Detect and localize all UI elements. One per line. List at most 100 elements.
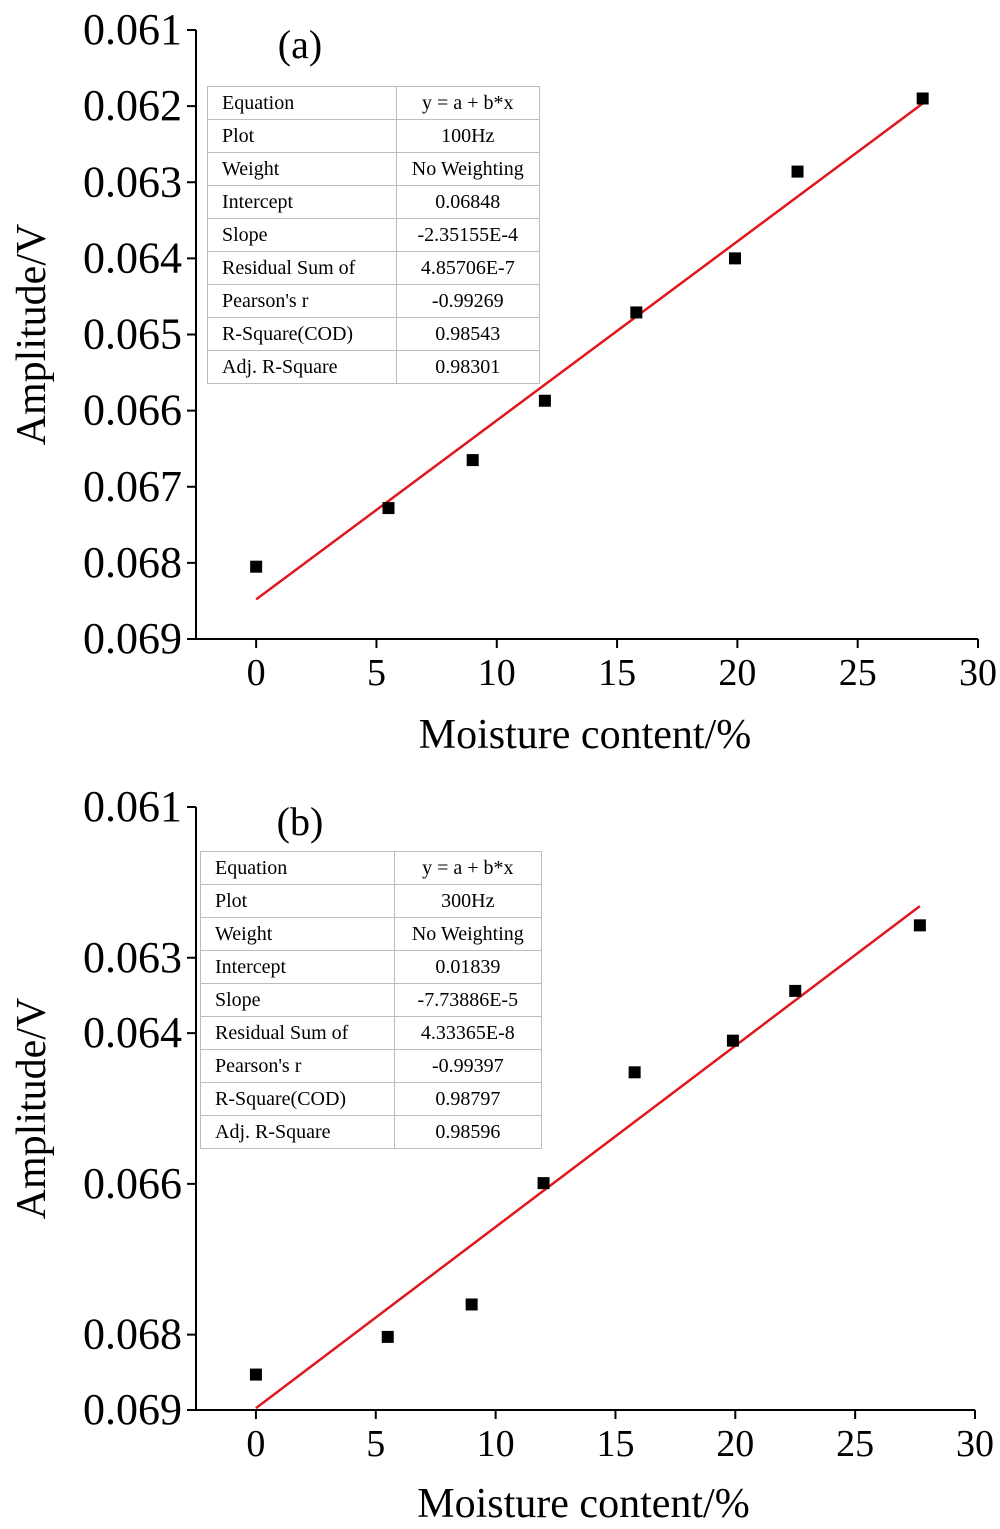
x-axis-label: Moisture content/% bbox=[417, 1481, 749, 1527]
chart-b-svg: 0 5 10 15 20 25 30 0.061 0.063 0.064 0.066 0.068 0.0… bbox=[9, 782, 994, 1527]
stats-value: -7.73886E-5 bbox=[393, 983, 543, 1017]
stats-key: Adj. R-Square bbox=[200, 1115, 395, 1149]
stats-key: R-Square(COD) bbox=[200, 1082, 395, 1116]
y-tick-label: 0.063 bbox=[83, 933, 182, 982]
fit-line bbox=[255, 905, 921, 1410]
stats-row: Weight No Weighting bbox=[207, 152, 541, 186]
x-tick-label: 5 bbox=[366, 1423, 385, 1465]
stats-value: 4.33365E-8 bbox=[393, 1016, 543, 1050]
chart-a-svg: 0 5 10 15 20 25 30 0.061 0.062 0.063 0.064 0.065 0.0… bbox=[9, 5, 997, 758]
stats-value: 0.06848 bbox=[395, 185, 541, 219]
y-axis-label: Amplitude/V bbox=[9, 998, 55, 1220]
stats-row: Residual Sum of 4.85706E-7 bbox=[207, 251, 541, 285]
stats-value: 4.85706E-7 bbox=[395, 251, 541, 285]
stats-value: -0.99397 bbox=[393, 1049, 543, 1083]
y-tick-label: 0.068 bbox=[83, 1310, 182, 1359]
y-tick-label: 0.069 bbox=[83, 614, 182, 663]
x-tick-label: 15 bbox=[596, 1423, 634, 1465]
y-tick-label: 0.064 bbox=[83, 1008, 182, 1057]
data-point bbox=[250, 560, 263, 573]
x-tick-label: 0 bbox=[247, 652, 266, 694]
stats-key: Slope bbox=[207, 218, 397, 252]
data-point bbox=[466, 454, 479, 467]
data-point bbox=[381, 1330, 394, 1343]
stats-key: Residual Sum of bbox=[200, 1016, 395, 1050]
x-tick-label: 30 bbox=[956, 1423, 994, 1465]
y-tick-label: 0.065 bbox=[83, 310, 182, 359]
data-point bbox=[791, 165, 804, 178]
x-tick-label: 15 bbox=[598, 652, 636, 694]
stats-key: Weight bbox=[207, 152, 397, 186]
stats-row: Weight No Weighting bbox=[200, 917, 543, 951]
y-tick-label: 0.068 bbox=[83, 538, 182, 587]
x-tick-label: 10 bbox=[478, 652, 516, 694]
stats-key: Pearson's r bbox=[200, 1049, 395, 1083]
stats-row: Slope -7.73886E-5 bbox=[200, 983, 543, 1017]
stats-row: Equation y = a + b*x bbox=[207, 86, 541, 120]
stats-row: R-Square(COD) 0.98797 bbox=[200, 1082, 543, 1116]
stats-row: R-Square(COD) 0.98543 bbox=[207, 317, 541, 351]
stats-value: 0.98301 bbox=[395, 350, 541, 384]
stats-value: 0.01839 bbox=[393, 950, 543, 984]
stats-value: 300Hz bbox=[393, 884, 543, 918]
stats-row: Pearson's r -0.99397 bbox=[200, 1049, 543, 1083]
data-point bbox=[728, 252, 741, 265]
stats-row: Adj. R-Square 0.98301 bbox=[207, 350, 541, 384]
y-tick-label: 0.066 bbox=[83, 1159, 182, 1208]
stats-key: Pearson's r bbox=[207, 284, 397, 318]
data-point bbox=[465, 1298, 478, 1311]
stats-value: -2.35155E-4 bbox=[395, 218, 541, 252]
data-point bbox=[537, 1177, 550, 1190]
stats-row: Equation y = a + b*x bbox=[200, 851, 543, 885]
y-tick-label: 0.061 bbox=[83, 782, 182, 831]
stats-row: Pearson's r -0.99269 bbox=[207, 284, 541, 318]
data-point bbox=[628, 1066, 641, 1079]
x-tick-label: 5 bbox=[367, 652, 386, 694]
stats-key: Plot bbox=[200, 884, 395, 918]
y-tick-label: 0.067 bbox=[83, 462, 182, 511]
stats-key: Residual Sum of bbox=[207, 251, 397, 285]
x-tick-label: 25 bbox=[836, 1423, 874, 1465]
y-tick-label: 0.066 bbox=[83, 386, 182, 435]
stats-row: Adj. R-Square 0.98596 bbox=[200, 1115, 543, 1149]
data-point bbox=[382, 502, 395, 515]
chart-panel-a: 0 5 10 15 20 25 30 0.061 0.062 0.063 0.064 0.065 0.0… bbox=[0, 0, 1000, 764]
y-tick-label: 0.064 bbox=[83, 233, 182, 282]
stats-key: Weight bbox=[200, 917, 395, 951]
stats-value: y = a + b*x bbox=[393, 851, 543, 885]
stats-value: 0.98543 bbox=[395, 317, 541, 351]
x-tick-label: 10 bbox=[477, 1423, 515, 1465]
stats-table-b: Equation y = a + b*x Plot 300Hz Weight No Wei… bbox=[200, 851, 543, 1149]
y-axis-label: Amplitude/V bbox=[9, 224, 55, 446]
x-tick-label: 0 bbox=[246, 1423, 265, 1465]
data-point bbox=[916, 92, 929, 105]
stats-key: R-Square(COD) bbox=[207, 317, 397, 351]
y-tick-label: 0.061 bbox=[83, 5, 182, 54]
stats-key: Plot bbox=[207, 119, 397, 153]
stats-key: Equation bbox=[207, 86, 397, 120]
y-tick-label: 0.063 bbox=[83, 157, 182, 206]
stats-row: Residual Sum of 4.33365E-8 bbox=[200, 1016, 543, 1050]
x-axis-label: Moisture content/% bbox=[419, 712, 751, 758]
stats-key: Slope bbox=[200, 983, 395, 1017]
stats-value: No Weighting bbox=[393, 917, 543, 951]
panel-label: (b) bbox=[277, 799, 324, 844]
data-point bbox=[538, 394, 551, 407]
stats-row: Slope -2.35155E-4 bbox=[207, 218, 541, 252]
stats-row: Plot 100Hz bbox=[207, 119, 541, 153]
data-point bbox=[249, 1368, 262, 1381]
y-tick-label: 0.069 bbox=[83, 1385, 182, 1434]
fit-line bbox=[255, 102, 924, 601]
stats-key: Intercept bbox=[207, 185, 397, 219]
data-point bbox=[630, 306, 643, 319]
data-point bbox=[726, 1034, 739, 1047]
stats-value: y = a + b*x bbox=[395, 86, 541, 120]
stats-table-a: Equation y = a + b*x Plot 100Hz Weight No Wei… bbox=[207, 86, 541, 384]
data-point bbox=[789, 984, 802, 997]
stats-value: 100Hz bbox=[395, 119, 541, 153]
y-tick-label: 0.062 bbox=[83, 81, 182, 130]
data-point bbox=[913, 919, 926, 932]
stats-row: Plot 300Hz bbox=[200, 884, 543, 918]
x-tick-label: 20 bbox=[716, 1423, 754, 1465]
stats-key: Equation bbox=[200, 851, 395, 885]
